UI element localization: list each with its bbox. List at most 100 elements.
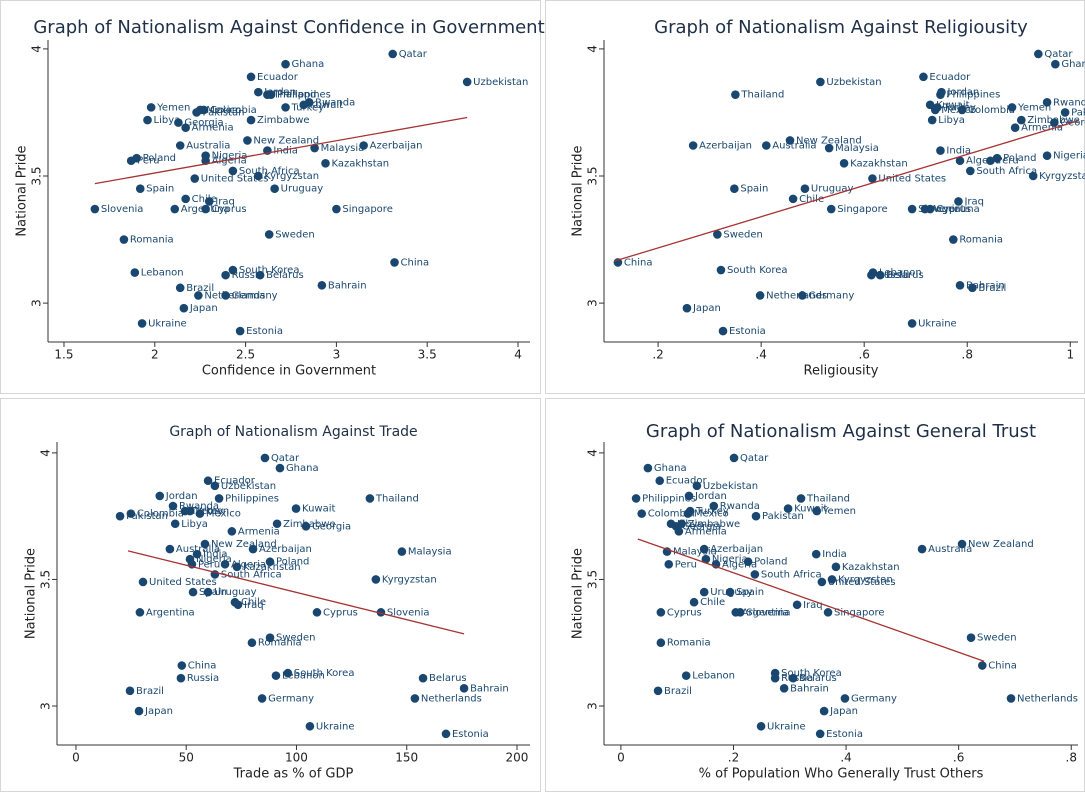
data-point xyxy=(175,141,185,150)
point-label: Iraq xyxy=(803,600,823,611)
point-label: Slovenia xyxy=(746,607,789,618)
point-label: Azerbaijan xyxy=(370,140,423,151)
point-label: Chile xyxy=(241,597,266,608)
point-label: Libya xyxy=(154,115,181,126)
data-point xyxy=(227,527,237,536)
point-label: Ecuador xyxy=(257,72,299,83)
data-point xyxy=(811,549,821,559)
data-point xyxy=(310,143,319,153)
point-label: Zimbabwe xyxy=(257,115,310,126)
data-point xyxy=(243,136,252,145)
data-point xyxy=(682,303,692,313)
data-point xyxy=(418,673,428,683)
data-point xyxy=(177,661,187,670)
data-point xyxy=(815,729,825,739)
y-axis-title: National Pride xyxy=(571,145,586,236)
data-point xyxy=(1050,118,1059,127)
point-label: Armenia xyxy=(192,123,234,134)
point-label: Malaysia xyxy=(673,547,717,558)
point-label: Australia xyxy=(176,544,220,555)
point-label: Ukraine xyxy=(918,318,957,329)
point-label: South Korea xyxy=(239,265,300,276)
data-point xyxy=(907,319,917,328)
data-point xyxy=(126,156,136,166)
point-label: China xyxy=(188,661,217,672)
chart-title: Graph of Nationalism Against General Tru… xyxy=(646,421,1036,442)
data-point xyxy=(119,235,129,244)
point-label: Azerbaijan xyxy=(710,544,763,555)
point-label: Singapore xyxy=(837,204,887,215)
x-tick-label: 150 xyxy=(395,751,418,765)
data-point xyxy=(181,194,190,204)
data-point xyxy=(281,103,290,112)
data-point xyxy=(683,509,693,518)
data-point xyxy=(130,268,140,277)
x-axis-title: Trade as % of GDP xyxy=(233,767,354,782)
point-label: Argentina xyxy=(146,607,195,618)
point-label: Algeria xyxy=(966,156,1001,167)
point-label: Jordan xyxy=(263,87,296,98)
point-label: Uruguay xyxy=(811,184,854,195)
data-point xyxy=(204,197,214,206)
data-point xyxy=(317,281,327,290)
data-point xyxy=(155,491,165,501)
point-label: Poland xyxy=(754,557,787,568)
data-point xyxy=(1034,49,1043,59)
point-label: Qatar xyxy=(1044,49,1073,60)
x-tick-label: 50 xyxy=(179,751,194,765)
data-point xyxy=(770,673,780,683)
point-label: Nigeria xyxy=(212,151,248,162)
point-label: Algeria xyxy=(231,559,266,570)
data-point xyxy=(220,559,230,569)
x-tick-label: 200 xyxy=(506,751,529,765)
data-point xyxy=(1006,694,1016,703)
point-label: Singapore xyxy=(834,607,884,618)
data-point xyxy=(788,194,798,204)
data-point xyxy=(1051,59,1060,69)
data-point xyxy=(462,77,472,87)
data-point xyxy=(756,721,766,731)
data-point xyxy=(221,270,230,280)
data-point xyxy=(272,519,282,529)
point-label: Libya xyxy=(938,115,965,126)
point-label: Germany xyxy=(268,693,314,704)
data-point xyxy=(689,597,699,607)
data-point xyxy=(792,600,802,610)
point-label: Qatar xyxy=(399,49,428,60)
data-point xyxy=(203,587,213,597)
data-point xyxy=(927,115,937,125)
data-point xyxy=(827,575,837,584)
data-point xyxy=(718,326,728,336)
data-point xyxy=(831,562,841,572)
x-tick-label: .6 xyxy=(953,751,964,765)
point-label: Ghana xyxy=(286,463,319,474)
y-tick-label: 4 xyxy=(29,45,43,53)
data-point xyxy=(817,577,827,587)
data-point xyxy=(115,511,125,521)
data-point xyxy=(190,174,200,183)
data-point xyxy=(713,230,722,239)
data-point xyxy=(390,258,399,267)
point-label: New Zealand xyxy=(211,539,277,550)
point-label: Netherlands xyxy=(1017,693,1078,704)
point-label: Yemen xyxy=(156,102,190,113)
data-point xyxy=(920,204,930,214)
data-point xyxy=(688,141,698,150)
point-label: Bahrain xyxy=(966,280,1005,291)
point-label: Netherlands xyxy=(766,290,827,301)
data-point xyxy=(977,661,987,670)
data-point xyxy=(709,501,719,511)
point-label: Libya xyxy=(181,519,208,530)
point-label: Spain xyxy=(740,184,768,195)
x-tick-label: 0 xyxy=(617,751,625,765)
data-point xyxy=(265,633,275,642)
point-label: Iraq xyxy=(244,600,264,611)
point-label: Uzbekistan xyxy=(826,77,881,88)
data-point xyxy=(263,90,272,99)
point-label: Georgia xyxy=(682,521,721,532)
x-tick-label: 4 xyxy=(514,348,522,362)
point-label: Cyprus xyxy=(323,607,358,618)
data-point xyxy=(192,549,202,559)
x-tick-label: .2 xyxy=(652,348,663,362)
point-label: South Africa xyxy=(239,166,300,177)
